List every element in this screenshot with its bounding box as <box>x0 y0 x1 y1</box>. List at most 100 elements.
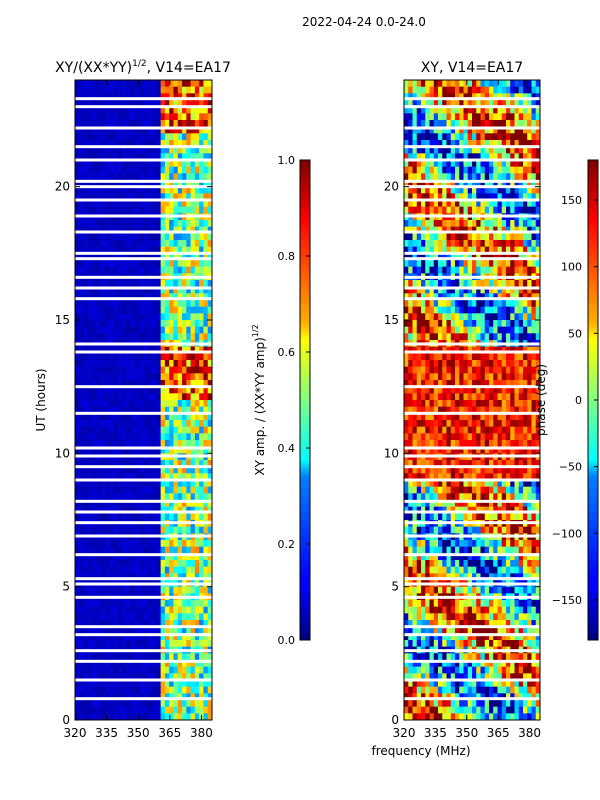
right-heat-cell <box>467 360 473 368</box>
right-heat-cell <box>450 386 456 394</box>
right-heat-cell <box>506 166 511 174</box>
left-heat-cell <box>143 80 149 88</box>
left-heat-cell <box>143 133 149 141</box>
left-heat-cell <box>100 506 106 514</box>
left-heat-cell <box>75 280 80 288</box>
right-heat-cell <box>480 413 486 421</box>
right-heat-cell <box>467 146 473 154</box>
left-heat-cell <box>96 146 102 154</box>
left-heatmap[interactable] <box>75 80 213 721</box>
right-heat-cell <box>535 166 541 174</box>
right-heat-cell <box>535 260 541 268</box>
left-heat-cell <box>113 366 119 374</box>
right-heat-cell <box>484 153 490 161</box>
left-heat-cell <box>104 526 110 534</box>
right-heat-cell <box>531 320 537 328</box>
right-heat-cell <box>472 193 477 201</box>
left-heat-cell <box>92 366 97 374</box>
left-heat-cell <box>92 573 97 581</box>
right-heat-cell <box>433 393 439 401</box>
right-heat-cell <box>425 440 430 448</box>
right-heat-cell <box>412 226 418 234</box>
left-heat-cell <box>186 506 191 514</box>
left-heat-cell <box>126 100 132 108</box>
left-heat-cell <box>92 713 97 721</box>
right-heat-cell <box>518 133 524 141</box>
left-heat-cell <box>75 113 80 121</box>
left-heat-cell <box>173 393 179 401</box>
right-heat-cell <box>514 100 520 108</box>
left-colorbar-label-main: XY amp. / (XX*YY amp) <box>253 337 267 475</box>
right-heat-cell <box>459 173 464 181</box>
left-heat-cell <box>207 153 213 161</box>
right-heat-cell <box>408 366 413 374</box>
left-heat-cell <box>130 393 136 401</box>
left-heat-cell <box>79 693 84 701</box>
right-heat-cell <box>442 286 447 294</box>
left-heat-cell <box>134 206 140 214</box>
left-heat-cell <box>100 233 106 241</box>
right-heat-cell <box>527 146 532 154</box>
right-heat-cell <box>510 353 515 361</box>
left-heat-cell <box>160 293 166 301</box>
right-heat-cell <box>489 266 494 274</box>
left-heat-cell <box>199 566 204 574</box>
right-heat-cell <box>518 300 524 308</box>
right-heat-cell <box>429 300 435 308</box>
left-heat-cell <box>173 113 179 121</box>
left-heat-cell <box>164 586 170 594</box>
left-heat-cell <box>79 560 84 568</box>
left-heat-cell <box>117 93 123 101</box>
left-heat-cell <box>83 506 89 514</box>
left-heat-cell <box>169 193 174 201</box>
left-heat-cell <box>207 360 213 368</box>
left-heat-cell <box>143 413 149 421</box>
right-heat-cell <box>518 206 524 214</box>
left-heat-cell <box>190 553 196 561</box>
right-heat-cell <box>514 413 520 421</box>
right-heat-cell <box>518 366 524 374</box>
right-heat-cell <box>531 373 537 381</box>
right-heatmap[interactable] <box>404 80 541 721</box>
left-heat-cell <box>75 140 80 148</box>
left-heat-cell <box>199 346 204 354</box>
left-heat-cell <box>87 200 93 208</box>
right-heat-cell <box>438 200 443 208</box>
left-heat-cell <box>117 413 123 421</box>
right-heat-cell <box>514 180 520 188</box>
left-heat-cell <box>87 633 93 641</box>
right-heat-cell <box>433 180 439 188</box>
left-heat-cell <box>173 160 179 168</box>
left-heat-cell <box>147 226 153 234</box>
right-heat-cell <box>450 126 456 134</box>
left-heat-cell <box>139 86 144 94</box>
left-heat-cell <box>79 386 84 394</box>
left-heat-cell <box>173 526 179 534</box>
right-heat-cell <box>480 446 486 454</box>
right-heat-cell <box>463 380 469 388</box>
right-heat-cell <box>446 373 452 381</box>
left-heat-cell <box>207 526 213 534</box>
right-heat-cell <box>472 153 477 161</box>
right-heat-cell <box>476 260 481 268</box>
left-heat-cell <box>109 573 114 581</box>
left-heat-cell <box>130 613 136 621</box>
left-heat-cell <box>147 333 153 341</box>
left-heat-cell <box>164 660 170 668</box>
right-heat-cell <box>416 220 422 228</box>
left-heat-cell <box>182 526 187 534</box>
left-heat-cell <box>100 246 106 254</box>
right-heat-cell <box>442 140 447 148</box>
right-heat-cell <box>446 93 452 101</box>
right-heat-cell <box>416 200 422 208</box>
right-heat-cell <box>531 346 537 354</box>
right-heat-cell <box>510 253 515 261</box>
right-heat-cell <box>455 446 460 454</box>
left-heat-cell <box>100 406 106 414</box>
left-heat-cell <box>190 680 196 688</box>
left-heat-cell <box>113 313 119 321</box>
left-heat-cell <box>79 93 84 101</box>
right-heat-cell <box>514 406 520 414</box>
left-heat-cell <box>96 473 102 481</box>
left-heat-cell <box>104 220 110 228</box>
